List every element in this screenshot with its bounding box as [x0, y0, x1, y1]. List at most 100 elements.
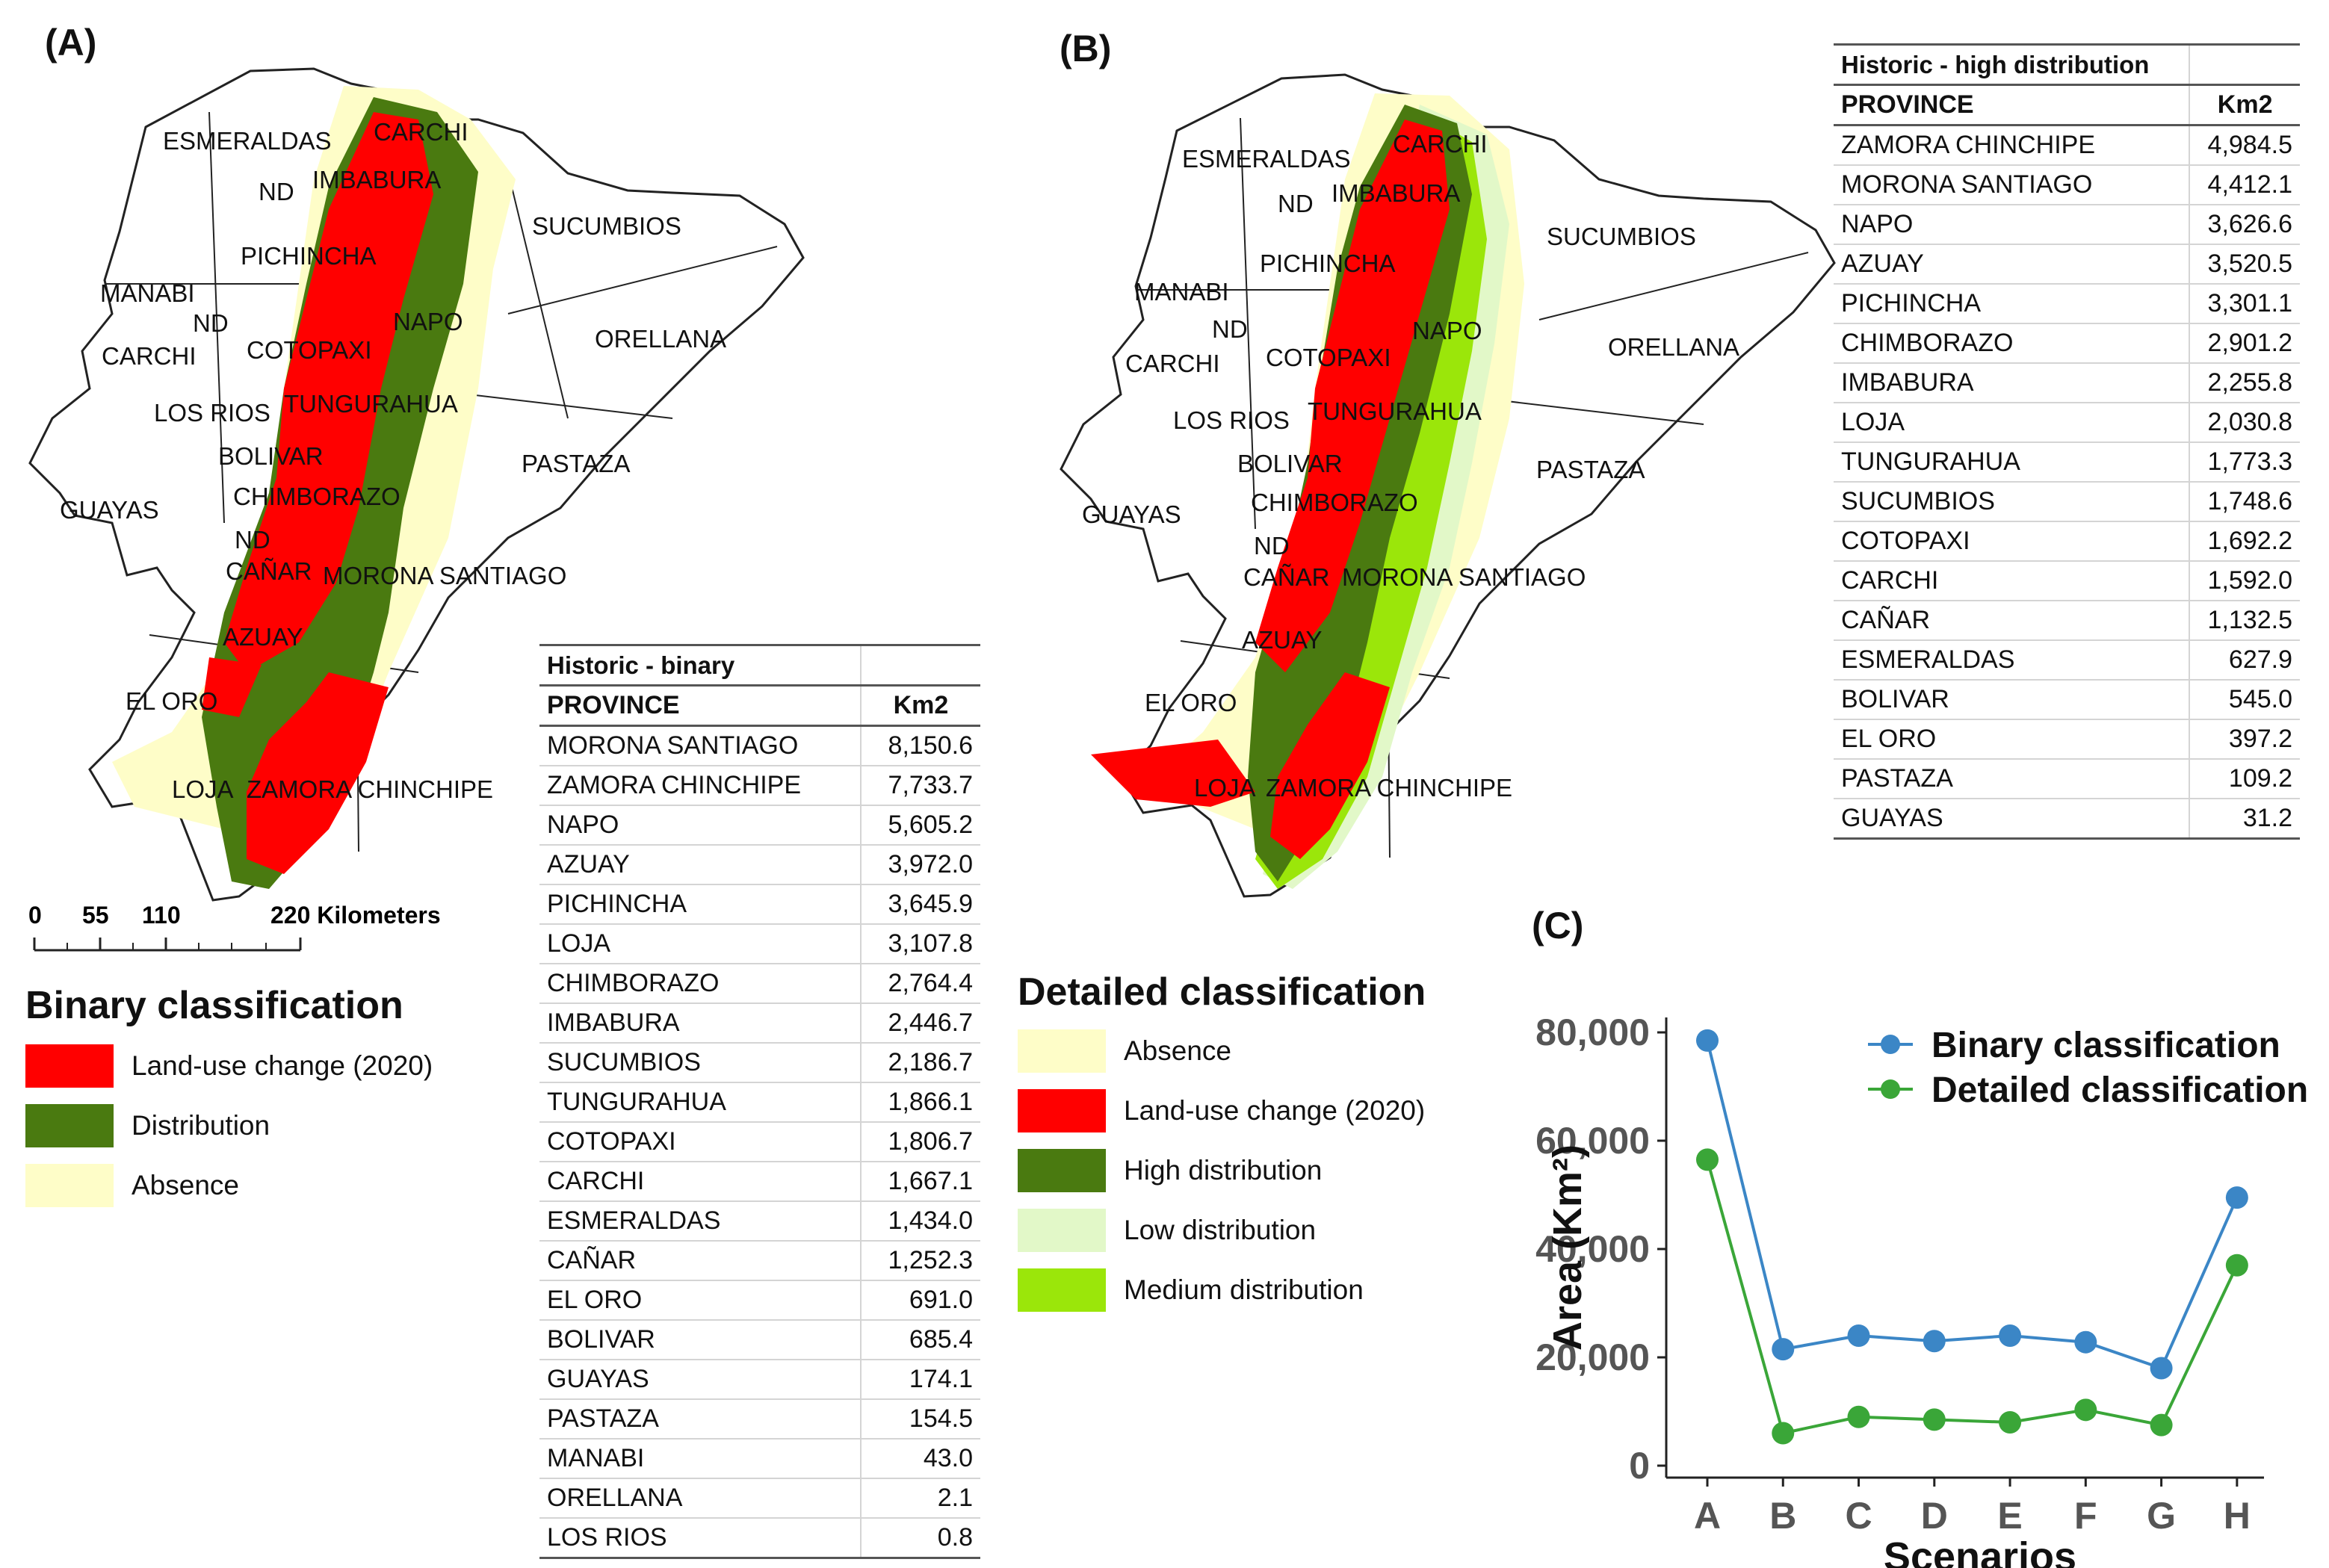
province-cell: ESMERALDAS — [1834, 640, 2190, 681]
table-row: ESMERALDAS 1,434.0 — [539, 1201, 980, 1242]
map-a-label: ND — [259, 178, 294, 205]
area-cell: 5,605.2 — [859, 805, 980, 846]
province-cell: SUCUMBIOS — [539, 1043, 861, 1083]
data-point-binary — [2074, 1330, 2097, 1354]
y-tick-label: 20,000 — [1535, 1336, 1650, 1378]
map-a-land-use-zone — [202, 112, 433, 874]
map-a-label: ZAMORA CHINCHIPE — [247, 775, 493, 803]
panel-label-b: (B) — [1060, 28, 1112, 69]
data-point-binary — [1772, 1338, 1795, 1361]
map-a-label: BOLIVAR — [218, 442, 324, 470]
table-row: COTOPAXI 1,806.7 — [539, 1122, 980, 1162]
data-point-binary — [2150, 1357, 2173, 1380]
scale-tick: 110 — [142, 902, 181, 929]
map-b-label: LOJA — [1194, 774, 1256, 802]
map-b-label: CARCHI — [1393, 130, 1488, 158]
map-a-label: CARCHI — [102, 342, 197, 370]
map-b-label: ND — [1278, 190, 1314, 217]
table-header: PROVINCE — [539, 685, 861, 727]
area-cell: 1,667.1 — [859, 1162, 980, 1202]
low-distribution-swatch — [1018, 1209, 1106, 1252]
map-b-label: COTOPAXI — [1266, 344, 1391, 371]
binary-legend-title: Binary classification — [25, 984, 403, 1027]
table-row: IMBABURA 2,255.8 — [1834, 363, 2300, 403]
table-row: IMBABURA 2,446.7 — [539, 1003, 980, 1044]
map-a-label: IMBABURA — [312, 166, 441, 193]
province-cell: PASTAZA — [539, 1399, 861, 1440]
area-cell: 31.2 — [2189, 799, 2300, 840]
area-cell: 8,150.6 — [859, 725, 980, 766]
detailed-legend-label: Land-use change (2020) — [1124, 1095, 1426, 1126]
table-header: PROVINCE — [1834, 84, 2190, 126]
area-cell: 1,806.7 — [859, 1122, 980, 1162]
map-b-label: GUAYAS — [1082, 501, 1181, 528]
area-cell: 3,972.0 — [859, 845, 980, 885]
table-row: BOLIVAR 545.0 — [1834, 680, 2300, 720]
map-a-label: ND — [235, 526, 270, 554]
map-b-label: ND — [1254, 532, 1290, 560]
province-cell: LOJA — [1834, 403, 2190, 443]
table-row: CHIMBORAZO 2,764.4 — [539, 964, 980, 1004]
x-tick-label: A — [1694, 1495, 1721, 1537]
data-point-detailed — [1923, 1408, 1946, 1431]
map-b-label: NAPO — [1412, 317, 1482, 344]
detailed-legend-item: Medium distribution — [1018, 1268, 1364, 1312]
table-row: ZAMORA CHINCHIPE 7,733.7 — [539, 766, 980, 806]
province-cell: EL ORO — [1834, 719, 2190, 760]
x-tick-label: G — [2147, 1495, 2176, 1537]
table-row: EL ORO 397.2 — [1834, 719, 2300, 760]
panel-label-c: (C) — [1532, 905, 1584, 946]
data-point-detailed — [2074, 1398, 2097, 1422]
y-tick-label: 40,000 — [1535, 1228, 1650, 1270]
province-cell: ZAMORA CHINCHIPE — [539, 766, 861, 806]
binary-legend-label: Distribution — [132, 1110, 270, 1141]
table-row: MORONA SANTIAGO 8,150.6 — [539, 725, 980, 766]
table-row: ORELLANA 2.1 — [539, 1478, 980, 1519]
scale-tick: 55 — [82, 902, 109, 929]
data-point-detailed — [2225, 1254, 2248, 1277]
data-point-detailed — [1772, 1422, 1795, 1445]
x-tick-label: F — [2074, 1495, 2097, 1537]
map-a-label: MORONA SANTIAGO — [323, 562, 566, 589]
area-cell: 2,255.8 — [2189, 363, 2300, 403]
detailed-legend-label: Low distribution — [1124, 1215, 1317, 1245]
area-cell: 109.2 — [2189, 759, 2300, 799]
map-a-label: COTOPAXI — [247, 336, 371, 364]
detailed-legend-item: High distribution — [1018, 1149, 1322, 1192]
province-cell: GUAYAS — [539, 1360, 861, 1400]
area-cell: 1,434.0 — [859, 1201, 980, 1242]
map-a-label: CHIMBORAZO — [233, 483, 400, 510]
legend-marker — [1881, 1035, 1900, 1054]
province-cell: IMBABURA — [539, 1003, 861, 1044]
area-cell: 1,592.0 — [2189, 561, 2300, 601]
high-distribution-swatch — [1018, 1149, 1106, 1192]
table-row: BOLIVAR 685.4 — [539, 1320, 980, 1360]
area-cell: 2,446.7 — [859, 1003, 980, 1044]
x-tick-label: B — [1769, 1495, 1796, 1537]
series-line-detailed — [1706, 1159, 2239, 1435]
area-cell: 1,866.1 — [859, 1082, 980, 1123]
table-row: LOS RIOS 0.8 — [539, 1518, 980, 1559]
province-cell: ESMERALDAS — [539, 1201, 861, 1242]
table-header: Km2 — [2189, 84, 2300, 126]
area-cell: 1,132.5 — [2189, 601, 2300, 641]
data-point-binary — [1696, 1029, 1719, 1052]
detailed-legend-item: Land-use change (2020) — [1018, 1089, 1425, 1132]
map-b-label: AZUAY — [1242, 626, 1323, 654]
map-a-label: TUNGURAHUA — [284, 390, 458, 418]
province-cell: COTOPAXI — [539, 1122, 861, 1162]
map-a-label: GUAYAS — [60, 496, 159, 524]
scale-bar: 0 55 110 220 Kilometers — [28, 902, 441, 952]
table-row: CAÑAR 1,132.5 — [1834, 601, 2300, 641]
area-cell: 691.0 — [859, 1280, 980, 1321]
province-cell: CHIMBORAZO — [1834, 323, 2190, 364]
binary-legend-label: Land-use change (2020) — [132, 1050, 433, 1081]
land-use-swatch — [25, 1044, 114, 1088]
area-cell: 545.0 — [2189, 680, 2300, 720]
map-a-labels: ESMERALDAS CARCHI ND IMBABURA SUCUMBIOS … — [60, 118, 726, 803]
detailed-legend-label: High distribution — [1124, 1155, 1323, 1186]
map-b-label: PASTAZA — [1536, 456, 1645, 483]
map-b-label: PICHINCHA — [1260, 250, 1396, 277]
absence-swatch — [25, 1164, 114, 1207]
table-historic-high-distribution: Historic - high distribution PROVINCE Km2 Z… — [1834, 43, 2300, 840]
